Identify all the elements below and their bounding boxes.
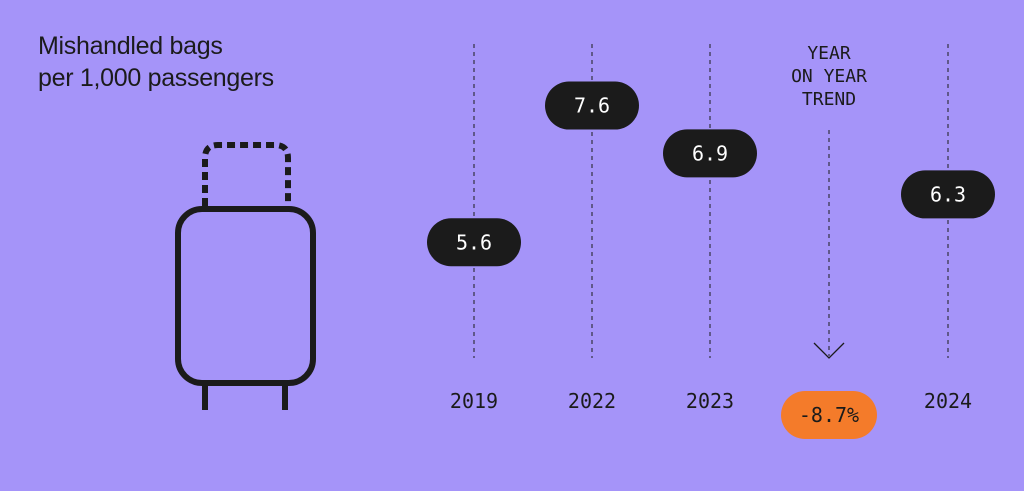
value-label-2022: 7.6	[574, 94, 610, 118]
trend-label: YEAR ON YEAR TREND	[769, 42, 889, 111]
trend-label-line-2: ON YEAR	[791, 66, 867, 87]
value-pill-2022	[545, 81, 639, 130]
trend-arrow-icon	[813, 342, 845, 359]
trend-value: -8.7%	[799, 403, 859, 427]
suitcase-icon	[175, 142, 316, 410]
trend-badge	[781, 391, 877, 439]
trend-label-line-3: TREND	[801, 89, 857, 110]
value-label-2019: 5.6	[456, 230, 492, 254]
chart-title: Mishandled bags per 1,000 passengers	[38, 30, 274, 94]
title-line-1: Mishandled bags	[38, 32, 223, 60]
year-label-2024: 2024	[924, 389, 972, 413]
year-label-2023: 2023	[686, 389, 734, 413]
value-label-2024: 6.3	[930, 182, 966, 206]
suitcase-handle	[202, 142, 291, 206]
year-label-2019: 2019	[450, 389, 498, 413]
value-pill-2019	[427, 218, 521, 267]
value-label-2023: 6.9	[692, 141, 728, 165]
trend-label-line-1: YEAR	[807, 43, 851, 64]
value-pill-2023	[663, 129, 757, 178]
title-line-2: per 1,000 passengers	[38, 64, 274, 92]
value-pill-2024	[901, 170, 995, 219]
suitcase-body	[175, 206, 316, 386]
chart-layer: 5.6 7.6 6.9 6.3 2019 2022 2023 2024 -8.7%	[427, 44, 995, 439]
year-label-2022: 2022	[568, 389, 616, 413]
